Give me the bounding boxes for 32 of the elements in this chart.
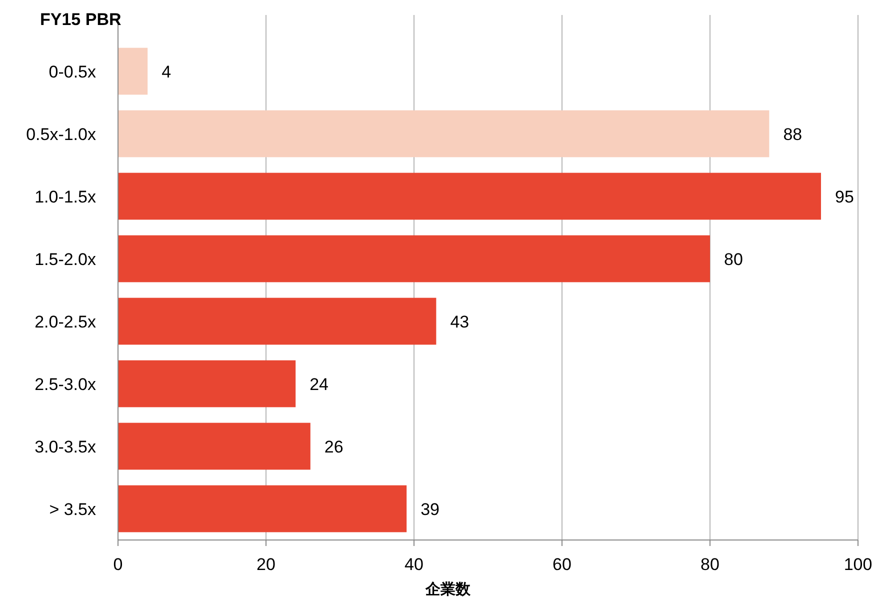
bar [118,110,770,158]
bar [118,48,148,95]
data-label: 24 [310,374,329,394]
x-tick-label: 60 [552,555,572,574]
bar [118,360,296,408]
x-tick-label: 40 [404,555,424,574]
bar [118,235,710,282]
y-tick-label: 2.5-3.0x [34,374,96,394]
data-label: 43 [450,312,470,332]
y-tick-label: > 3.5x [49,500,96,519]
x-axis-title: 企業数 [424,581,472,598]
data-label: 4 [162,62,172,82]
bar [118,422,310,470]
y-tick-label: 3.0-3.5x [34,437,96,456]
y-tick-label: 2.0-2.5x [34,312,96,332]
y-tick-label: 0-0.5x [48,62,96,82]
data-label: 88 [783,124,802,144]
data-label: 95 [835,187,854,206]
bar [118,172,821,220]
data-label: 26 [324,437,344,456]
x-tick-label: 20 [256,555,276,574]
y-tick-label: 0.5x-1.0x [26,124,96,144]
x-tick-label: 0 [113,555,123,574]
x-tick-label: 100 [844,555,872,574]
data-label: 39 [420,500,440,519]
y-tick-label: 1.5-2.0x [34,250,96,269]
chart-title: FY15 PBR [40,10,122,29]
bar [118,298,436,345]
y-tick-label: 1.0-1.5x [34,187,96,206]
x-tick-label: 80 [700,555,720,574]
bar [118,485,407,532]
data-label: 80 [724,250,743,269]
